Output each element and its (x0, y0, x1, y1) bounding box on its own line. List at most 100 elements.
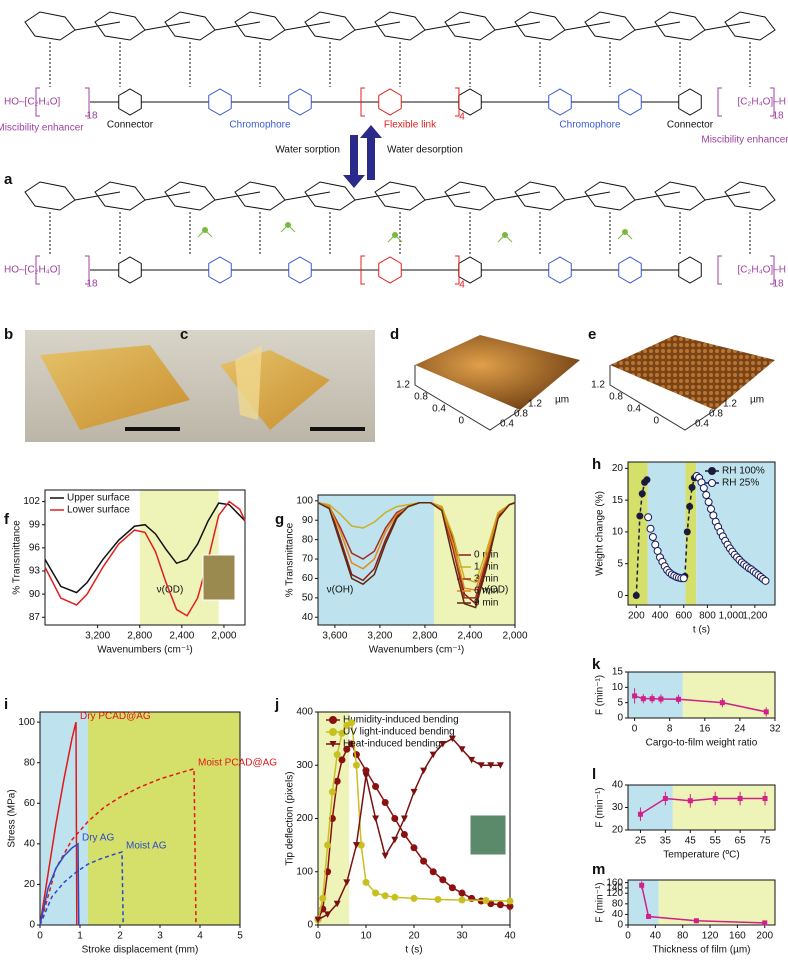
plot-frame (627, 879, 776, 926)
y-axis-label: % Transmittance (285, 522, 296, 597)
x-tick-label: 600 (675, 611, 692, 622)
marker (448, 884, 456, 892)
marker (372, 815, 380, 822)
panel-label: k (592, 656, 601, 673)
y-tick-label: 80 (302, 534, 314, 545)
panel-label: b (4, 326, 13, 343)
marker (391, 893, 399, 901)
structure-label: Miscibility enhancer (701, 135, 788, 146)
marker (429, 751, 437, 759)
sugar-ring (514, 181, 566, 211)
panel-label: d (390, 326, 399, 343)
marker (362, 767, 370, 775)
chart-k: 0 8 16 24 32 0 5 10 15 Cargo-to-film weight ratio… (595, 667, 781, 749)
sugar-ring (234, 181, 286, 211)
marker (632, 591, 640, 599)
legend-label: Upper surface (67, 493, 130, 504)
region (628, 462, 648, 605)
marker (761, 576, 770, 585)
region (318, 495, 434, 625)
x-tick-label: 2,400 (169, 631, 194, 642)
y-axis-label: Weight change (%) (595, 491, 606, 576)
structure-label: Water desorption (387, 145, 463, 156)
marker (324, 911, 332, 918)
structure-label: Water sorption (275, 145, 340, 156)
y-tick-label: 200 (296, 813, 313, 824)
region (672, 785, 775, 830)
marker (410, 788, 418, 796)
afm-d-axes (414, 365, 521, 431)
x-tick-label: 25 (635, 836, 647, 847)
marker (638, 490, 646, 498)
marker (477, 762, 485, 769)
y-tick-label: 20 (612, 825, 624, 836)
y-tick-label: 0 (617, 920, 623, 931)
marker (675, 696, 681, 702)
plot-frame (627, 461, 776, 606)
water-bond (280, 224, 289, 233)
water-bond (497, 234, 506, 243)
benzene-ring (678, 256, 702, 284)
afm-d-surface (415, 335, 580, 410)
x-axis-label: Thickness of film (µm) (653, 945, 751, 956)
structure-label: 4 (459, 280, 465, 291)
marker (648, 532, 657, 541)
sugar-ring (724, 181, 776, 211)
afm-tick: 0.4 (695, 419, 709, 430)
x-tick-label: 0 (315, 931, 321, 942)
sugar-ring (374, 181, 426, 211)
marker (448, 735, 456, 743)
y-tick-label: 102 (23, 496, 40, 507)
x-tick-label: 3 (157, 931, 163, 942)
x-tick-label: 75 (759, 836, 771, 847)
series-line (44, 502, 246, 594)
legend-label: 9 min (474, 598, 498, 609)
sugar-ring (304, 11, 356, 41)
y-tick-label: 87 (29, 612, 41, 623)
structure-label: Miscibility enhancer (0, 123, 84, 134)
marker (372, 783, 380, 791)
x-tick-label: 120 (702, 931, 719, 942)
y-tick-label: 100 (296, 866, 313, 877)
marker (640, 696, 646, 702)
x-tick-label: 32 (769, 724, 781, 735)
x-tick-label: 40 (504, 931, 516, 942)
x-tick-label: 4 (197, 931, 203, 942)
y-axis-label: Stress (MPa) (7, 789, 18, 847)
water-bond (387, 234, 396, 243)
y-tick-label: 40 (612, 909, 624, 920)
marker (333, 900, 341, 908)
afm-tick: 0.8 (414, 392, 428, 403)
x-tick-label: 400 (652, 611, 669, 622)
x-tick-label: 2,000 (211, 631, 236, 642)
y-tick-label: 96 (29, 542, 41, 553)
marker (636, 512, 644, 520)
x-tick-label: 2,400 (457, 631, 482, 642)
x-tick-label: 2,000 (502, 631, 527, 642)
marker (352, 751, 360, 759)
y-axis-label: F (min⁻¹) (595, 675, 606, 715)
x-tick-label: 2 (117, 931, 123, 942)
marker (737, 796, 743, 801)
x-tick-label: 80 (677, 931, 689, 942)
benzene-ring (288, 256, 312, 284)
marker (646, 524, 655, 533)
marker (352, 761, 360, 769)
afm-tick: 0.4 (432, 404, 446, 415)
y-tick-label: 80 (612, 898, 624, 909)
film-b (40, 345, 190, 430)
marker (637, 811, 643, 817)
x-axis-label: t (s) (693, 625, 710, 636)
x-tick-label: 200 (628, 611, 645, 622)
scale-bar (125, 427, 180, 431)
marker (338, 729, 346, 737)
benzene-ring (618, 256, 642, 284)
sugar-ring (304, 181, 356, 211)
y-tick-label: 70 (302, 554, 314, 565)
y-tick-label: 90 (302, 515, 314, 526)
x-tick-label: 800 (699, 611, 716, 622)
sugar-ring (164, 11, 216, 41)
water-bond (287, 224, 296, 233)
y-tick-label: 40 (612, 780, 624, 791)
